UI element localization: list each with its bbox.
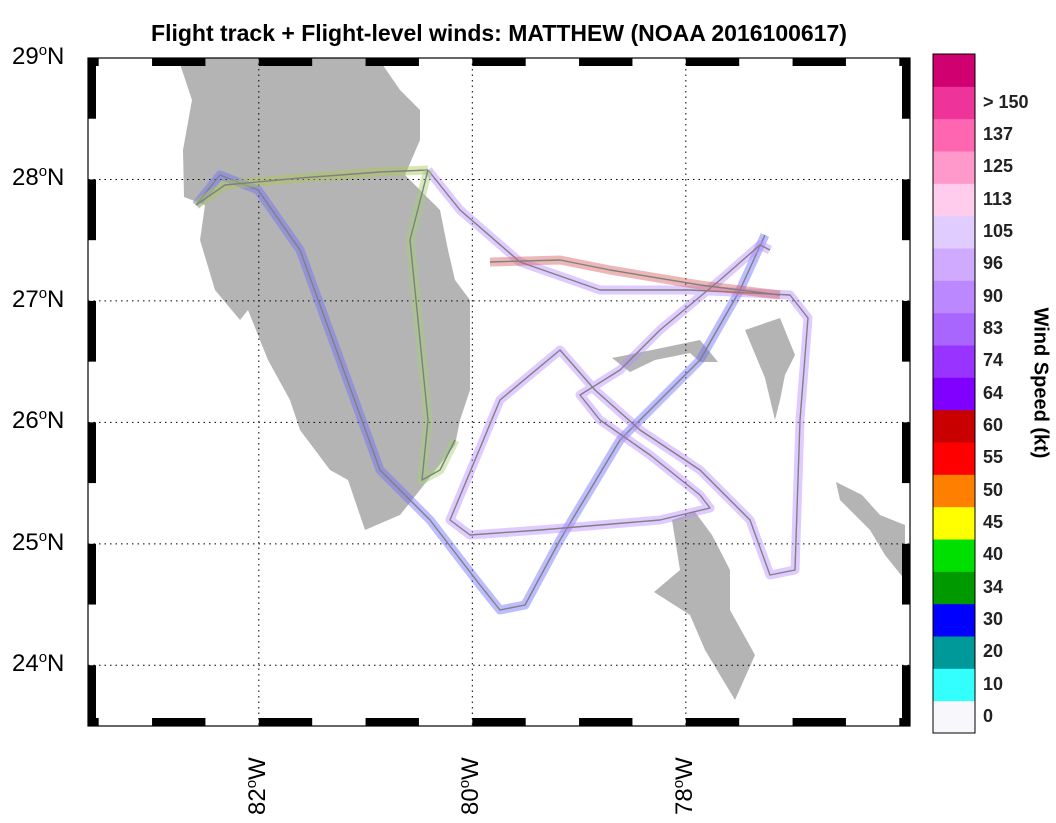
frame-segment xyxy=(902,300,910,362)
colorbar-tick-label: 50 xyxy=(983,479,1004,500)
land-abaco xyxy=(745,318,795,420)
colorbar-tick-label: 45 xyxy=(983,511,1004,532)
track-line xyxy=(195,174,766,611)
frame-segment xyxy=(899,718,910,726)
land-andros xyxy=(654,512,755,700)
colorbar-tick-label: 55 xyxy=(983,447,1004,468)
colorbar-tick-label: 105 xyxy=(983,220,1014,241)
colorbar-tick-label: 137 xyxy=(983,123,1014,144)
frame-segment xyxy=(685,718,740,726)
colorbar-tick-label: 40 xyxy=(983,544,1004,565)
colorbar-swatch xyxy=(933,118,975,152)
lat-label: 27oN xyxy=(12,284,65,313)
colorbar-swatch xyxy=(933,603,975,637)
colorbar-title: Wind Speed (kt) xyxy=(1029,307,1052,459)
frame-segment xyxy=(902,422,910,484)
colorbar-swatch xyxy=(933,377,975,411)
colorbar-tick-label: 30 xyxy=(983,608,1004,629)
colorbar-swatch xyxy=(933,345,975,378)
colorbar-border xyxy=(932,53,976,734)
colorbar-swatch xyxy=(933,539,975,572)
colorbar-tick-label: 34 xyxy=(983,576,1004,597)
land-eleuthera xyxy=(836,482,905,580)
colorbar-swatch xyxy=(933,151,975,184)
frame-segment xyxy=(152,58,206,66)
land-florida xyxy=(178,58,470,530)
colorbar-swatch xyxy=(933,700,975,734)
plot-title: Flight track + Flight-level winds: MATTH… xyxy=(151,20,847,46)
colorbar-swatch xyxy=(933,215,975,249)
frame-segment xyxy=(88,718,99,726)
frame-segment xyxy=(579,718,633,726)
grid-lines xyxy=(88,58,910,726)
frame-segment xyxy=(88,665,96,726)
lat-label: 28oN xyxy=(12,163,65,192)
colorbar-swatch xyxy=(933,571,975,605)
frame-segment xyxy=(472,718,526,726)
frame-segment xyxy=(88,179,96,241)
colorbar-swatch xyxy=(933,183,975,217)
frame-segment xyxy=(365,718,419,726)
colorbar-tick-label: 90 xyxy=(983,285,1004,306)
lon-label: 82oW xyxy=(242,757,271,815)
frame-segment xyxy=(902,58,910,119)
lat-label: 24oN xyxy=(12,649,65,678)
colorbar-tick-label: 0 xyxy=(983,705,994,726)
colorbar-swatch xyxy=(933,668,975,702)
colorbar-tick-label: 10 xyxy=(983,673,1004,694)
lon-label: 78oW xyxy=(669,757,698,815)
track-line xyxy=(409,169,456,481)
frame-segment xyxy=(88,58,99,66)
colorbar-tick-label: 125 xyxy=(983,156,1014,177)
colorbar-tick-label: 113 xyxy=(983,188,1013,209)
frame-segment xyxy=(902,179,910,241)
lat-label: 26oN xyxy=(12,406,65,435)
frame-segment xyxy=(88,422,96,484)
colorbar-tick-label: 20 xyxy=(983,641,1004,662)
frame-segment xyxy=(258,58,313,66)
frame-segment xyxy=(579,58,633,66)
lon-label: 80oW xyxy=(456,757,485,815)
frame-segment xyxy=(902,543,910,605)
frame-segment xyxy=(88,58,96,119)
frame-segment xyxy=(365,58,419,66)
frame-segment xyxy=(792,718,846,726)
flight-track xyxy=(192,165,813,615)
colorbar-swatch xyxy=(933,506,975,540)
colorbar-swatch xyxy=(933,86,975,120)
colorbar xyxy=(932,53,976,734)
colorbar-tick-label: 74 xyxy=(983,350,1004,371)
colorbar-tick-label: 96 xyxy=(983,253,1004,274)
colorbar-swatch xyxy=(933,280,975,314)
colorbar-swatch xyxy=(933,409,975,443)
frame-segment xyxy=(152,718,206,726)
colorbar-swatch xyxy=(933,636,975,669)
frame-segment xyxy=(258,718,313,726)
frame-segment xyxy=(88,543,96,605)
colorbar-swatch xyxy=(933,442,975,475)
colorbar-swatch xyxy=(933,312,975,346)
frame-segment xyxy=(472,58,526,66)
land-grand-bahama xyxy=(612,340,718,372)
track-line xyxy=(427,169,809,576)
colorbar-tick-label: 60 xyxy=(983,414,1004,435)
track-line xyxy=(489,259,781,296)
colorbar-tick-label: 64 xyxy=(983,382,1004,403)
colorbar-swatch xyxy=(933,248,975,281)
map-frame xyxy=(87,57,911,727)
lat-label: 25oN xyxy=(12,527,65,556)
frame-segment xyxy=(902,665,910,726)
lat-label: 29oN xyxy=(12,42,65,70)
frame-segment xyxy=(899,58,910,66)
colorbar-swatch xyxy=(933,54,975,87)
colorbar-swatch xyxy=(933,474,975,508)
track-line xyxy=(195,169,429,206)
frame-segment xyxy=(88,300,96,362)
frame-segment xyxy=(685,58,740,66)
land-layer xyxy=(178,58,905,700)
frame-segment xyxy=(792,58,846,66)
colorbar-tick-label: 83 xyxy=(983,317,1004,338)
colorbar-tick-label: > 150 xyxy=(983,91,1029,112)
